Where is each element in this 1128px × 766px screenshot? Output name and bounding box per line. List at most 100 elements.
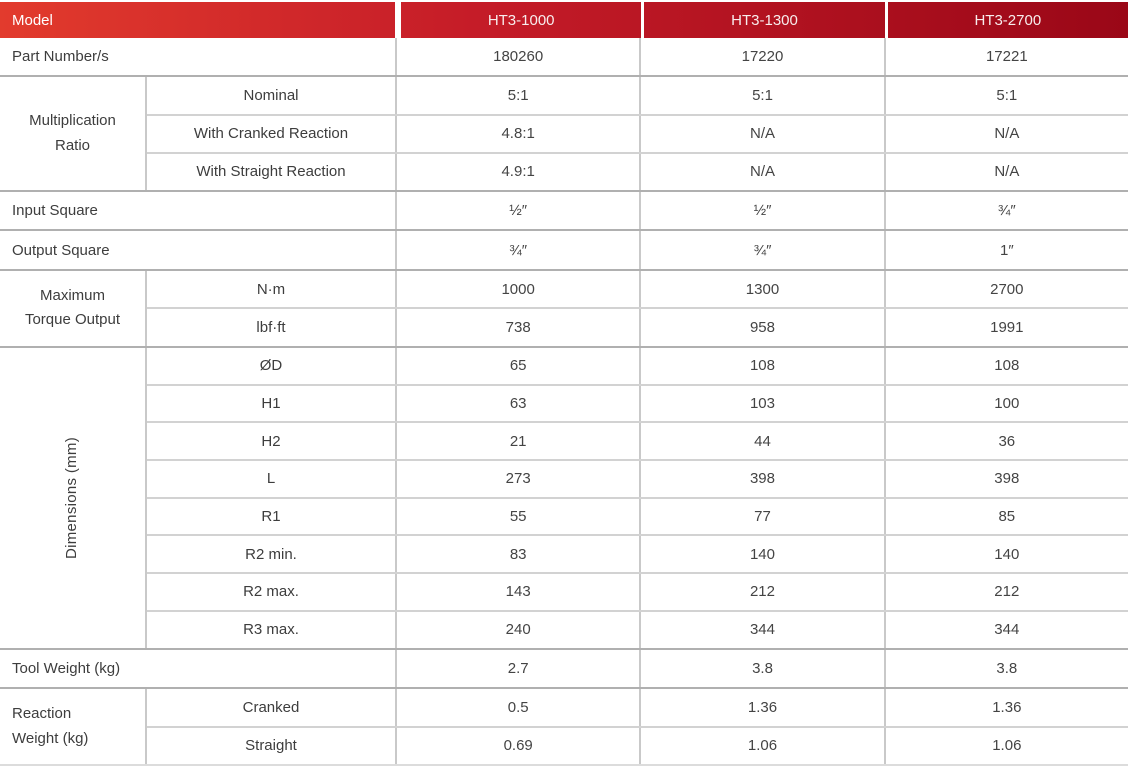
header-row: Model HT3-1000 HT3-1300 HT3-2700 — [0, 0, 1128, 38]
value-cell: 180260 — [395, 38, 639, 76]
value-cell: 212 — [883, 574, 1128, 610]
value-cell: ¾″ — [395, 231, 639, 269]
value-cell: 240 — [395, 611, 639, 648]
row-group-multiplication-ratio: Multiplication Ratio Nominal 5:1 5:1 5:1… — [0, 75, 1128, 190]
subrow-lbfft: lbf·ft 738 958 1991 — [147, 307, 1128, 346]
subrow-h1: H1 63 103 100 — [147, 383, 1128, 422]
subrow-cranked: Cranked 0.5 1.36 1.36 — [147, 689, 1128, 726]
subrow-r3-max: R3 max. 240 344 344 — [147, 609, 1128, 648]
value-cell: 958 — [639, 309, 883, 346]
value-cell: 63 — [395, 385, 639, 422]
subrow-label: Nominal — [243, 87, 299, 105]
subrow-label: R2 min. — [245, 545, 297, 563]
group-label-text: Multiplication Ratio — [29, 111, 116, 154]
value-cell: 2.7 — [395, 649, 639, 688]
group-label-text: Dimensions (mm) — [63, 436, 81, 559]
value-cell: 4.9:1 — [395, 153, 639, 190]
subrow-r2-min: R2 min. 83 140 140 — [147, 534, 1128, 573]
subrow-label: R1 — [261, 508, 281, 526]
value-cell: 1991 — [883, 309, 1128, 346]
subrow-od: ØD 65 108 108 — [147, 347, 1128, 384]
subrow-nominal: Nominal 5:1 5:1 5:1 — [147, 77, 1128, 114]
column-header-ht3-1000: HT3-1000 — [395, 2, 641, 38]
value-cell: 344 — [883, 611, 1128, 648]
column-header-ht3-1300: HT3-1300 — [641, 2, 884, 38]
subrow-label: H1 — [261, 394, 281, 412]
value-cell: 103 — [639, 385, 883, 422]
subrow-l: L 273 398 398 — [147, 458, 1128, 497]
value-cell: 17220 — [639, 38, 883, 76]
value-cell: 1300 — [639, 270, 883, 308]
row-group-max-torque: Maximum Torque Output N·m 1000 1300 2700… — [0, 268, 1128, 346]
value-cell: 2700 — [883, 270, 1128, 308]
value-cell: 1.36 — [883, 689, 1128, 726]
value-cell: 3.8 — [639, 649, 883, 688]
value-cell: ¾″ — [639, 231, 883, 269]
subrow-h2: H2 21 44 36 — [147, 421, 1128, 459]
row-label: Input Square — [12, 202, 98, 220]
row-label: Tool Weight (kg) — [12, 659, 121, 677]
value-cell: 212 — [639, 574, 883, 610]
value-cell: 1.06 — [639, 727, 883, 765]
value-cell: 140 — [639, 536, 883, 573]
value-cell: 738 — [395, 309, 639, 346]
group-label-text: Reaction Weight (kg) — [12, 704, 89, 747]
value-cell: 0.69 — [395, 727, 639, 765]
row-group-reaction-weight: Reaction Weight (kg) Cranked 0.5 1.36 1.… — [0, 687, 1128, 765]
subrow-label: L — [266, 470, 276, 488]
value-cell: 77 — [639, 498, 883, 535]
subrow-label: Cranked — [242, 698, 300, 716]
value-cell: 85 — [883, 498, 1128, 535]
value-cell: N/A — [883, 115, 1128, 152]
value-cell: 273 — [395, 460, 639, 497]
group-label: Reaction Weight (kg) — [0, 689, 147, 764]
row-label: Part Number/s — [12, 48, 109, 66]
subrow-label: N·m — [256, 280, 286, 298]
row-tool-weight: Tool Weight (kg) 2.7 3.8 3.8 — [0, 647, 1128, 688]
group-label: Dimensions (mm) — [0, 347, 147, 648]
subrows: Nominal 5:1 5:1 5:1 With Cranked Reactio… — [147, 77, 1128, 190]
value-cell: 17221 — [883, 38, 1128, 76]
value-cell: 0.5 — [395, 689, 639, 726]
row-input-square: Input Square ½″ ½″ ¾″ — [0, 189, 1128, 230]
value-cell: 108 — [883, 347, 1128, 384]
value-cell: 143 — [395, 574, 639, 610]
group-label: Maximum Torque Output — [0, 270, 147, 346]
subrow-r2-max: R2 max. 143 212 212 — [147, 572, 1128, 610]
subrows: Cranked 0.5 1.36 1.36 Straight 0.69 1.06… — [147, 689, 1128, 765]
subrows: N·m 1000 1300 2700 lbf·ft 738 958 1991 — [147, 270, 1128, 346]
value-cell: 5:1 — [639, 77, 883, 114]
subrow-label: R2 max. — [243, 583, 299, 601]
value-cell: 1.36 — [639, 689, 883, 726]
value-cell: 398 — [883, 460, 1128, 497]
subrow-label: H2 — [261, 432, 281, 450]
value-cell: 100 — [883, 385, 1128, 422]
value-cell: 83 — [395, 536, 639, 573]
value-cell: ¾″ — [883, 191, 1128, 230]
value-cell: 140 — [883, 536, 1128, 573]
subrow-straight: Straight 0.69 1.06 1.06 — [147, 725, 1128, 765]
row-part-number: Part Number/s 180260 17220 17221 — [0, 38, 1128, 76]
value-cell: 36 — [883, 423, 1128, 459]
value-cell: 65 — [395, 347, 639, 384]
value-cell: 398 — [639, 460, 883, 497]
subrow-label: ØD — [259, 357, 283, 375]
value-cell: ½″ — [395, 191, 639, 230]
value-cell: ½″ — [639, 191, 883, 230]
row-label: Output Square — [12, 241, 110, 259]
column-header-ht3-2700: HT3-2700 — [884, 2, 1128, 38]
value-cell: N/A — [639, 153, 883, 190]
value-cell: 44 — [639, 423, 883, 459]
value-cell: 108 — [639, 347, 883, 384]
value-cell: 55 — [395, 498, 639, 535]
group-label-text: Maximum Torque Output — [24, 286, 121, 329]
subrow-label: lbf·ft — [256, 319, 286, 337]
subrows: ØD 65 108 108 H1 63 103 100 H2 21 44 36 … — [147, 347, 1128, 648]
model-header-cell: Model — [12, 11, 53, 29]
subrow-label: With Cranked Reaction — [193, 125, 349, 143]
row-group-dimensions: Dimensions (mm) ØD 65 108 108 H1 63 103 … — [0, 345, 1128, 648]
value-cell: 1.06 — [883, 727, 1128, 765]
value-cell: 4.8:1 — [395, 115, 639, 152]
value-cell: N/A — [883, 153, 1128, 190]
value-cell: 5:1 — [883, 77, 1128, 114]
